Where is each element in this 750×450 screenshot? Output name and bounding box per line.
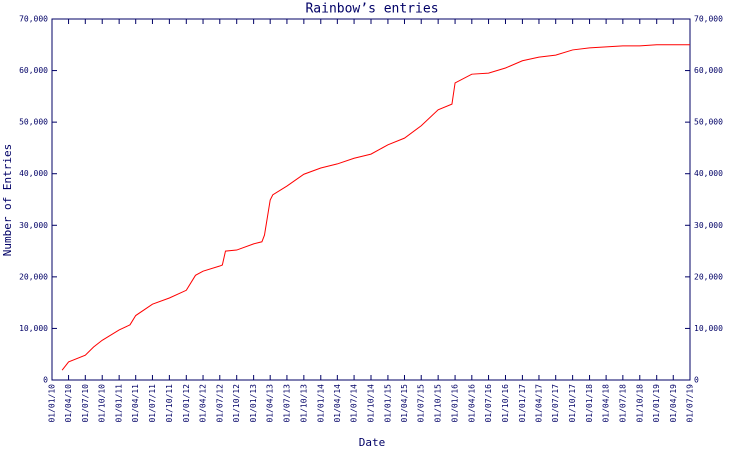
- x-tick-label: 01/01/17: [518, 384, 527, 423]
- y-tick-label: 20,000: [19, 272, 48, 281]
- x-tick-label: 01/10/11: [165, 384, 174, 423]
- data-line: [61, 44, 690, 371]
- y2-tick-label: 70,000: [694, 15, 723, 24]
- x-tick-label: 01/10/14: [367, 384, 376, 423]
- x-tick-label: 01/01/11: [115, 384, 124, 423]
- chart-title: Rainbow’s entries: [305, 2, 438, 17]
- x-tick-label: 01/04/17: [534, 384, 543, 423]
- y-tick-label: 60,000: [19, 66, 48, 75]
- x-tick-label: 01/04/15: [400, 384, 409, 423]
- x-tick-label: 01/04/12: [199, 384, 208, 423]
- x-tick-label: 01/04/19: [669, 384, 678, 423]
- x-tick-label: 01/07/10: [81, 384, 90, 423]
- x-tick-label: 01/07/12: [215, 384, 224, 423]
- x-axis-label: Date: [359, 436, 386, 449]
- x-tick-label: 01/10/17: [568, 384, 577, 423]
- x-tick-label: 01/10/13: [299, 384, 308, 423]
- y2-tick-label: 40,000: [694, 169, 723, 178]
- x-tick-label: 01/07/11: [148, 384, 157, 423]
- x-tick-label: 01/04/14: [333, 384, 342, 423]
- y2-tick-label: 10,000: [694, 324, 723, 333]
- y2-tick-label: 60,000: [694, 66, 723, 75]
- x-tick-label: 01/01/19: [652, 384, 661, 423]
- y2-tick-label: 30,000: [694, 221, 723, 230]
- x-tick-label: 01/07/16: [484, 384, 493, 423]
- x-tick-label: 01/07/14: [350, 384, 359, 423]
- y2-tick-label: 0: [694, 376, 699, 385]
- x-tick-label: 01/01/10: [48, 384, 57, 423]
- x-tick-label: 01/07/18: [618, 384, 627, 423]
- y-axis-label: Number of Entries: [1, 144, 14, 257]
- x-tick-label: 01/07/17: [551, 384, 560, 423]
- y-tick-label: 30,000: [19, 221, 48, 230]
- y-tick-label: 50,000: [19, 118, 48, 127]
- y-tick-label: 0: [43, 376, 48, 385]
- x-tick-label: 01/01/13: [249, 384, 258, 423]
- x-tick-label: 01/04/11: [131, 384, 140, 423]
- y2-tick-label: 50,000: [694, 118, 723, 127]
- x-tick-label: 01/01/18: [585, 384, 594, 423]
- x-tick-label: 01/04/10: [64, 384, 73, 423]
- x-tick-label: 01/01/12: [182, 384, 191, 423]
- x-tick-label: 01/10/16: [501, 384, 510, 423]
- x-tick-label: 01/07/15: [417, 384, 426, 423]
- x-tick-label: 01/01/15: [383, 384, 392, 423]
- x-tick-label: 01/07/13: [282, 384, 291, 423]
- y-tick-label: 70,000: [19, 15, 48, 24]
- y-tick-label: 40,000: [19, 169, 48, 178]
- plot-frame: [51, 18, 691, 381]
- x-tick-label: 01/01/16: [451, 384, 460, 423]
- x-tick-label: 01/04/16: [467, 384, 476, 423]
- x-tick-label: 01/04/18: [602, 384, 611, 423]
- y2-tick-label: 20,000: [694, 272, 723, 281]
- y-tick-label: 10,000: [19, 324, 48, 333]
- x-tick-label: 01/10/15: [434, 384, 443, 423]
- x-tick-label: 01/10/18: [635, 384, 644, 423]
- x-tick-label: 01/04/13: [266, 384, 275, 423]
- x-tick-label: 01/10/12: [232, 384, 241, 423]
- x-tick-label: 01/01/14: [316, 384, 325, 423]
- x-tick-label: 01/10/10: [98, 384, 107, 423]
- x-tick-label: 01/07/19: [686, 384, 695, 423]
